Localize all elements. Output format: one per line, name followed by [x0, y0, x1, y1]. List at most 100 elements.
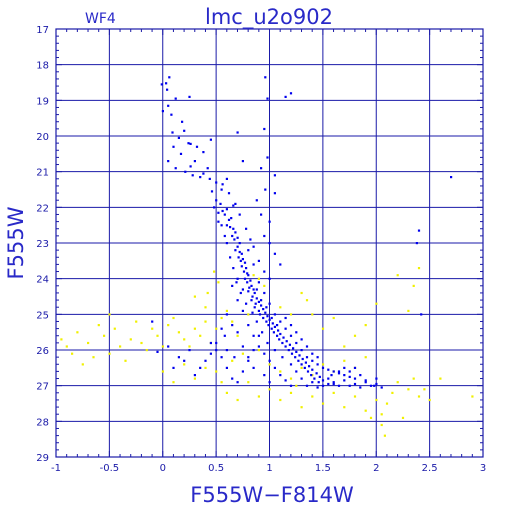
star-point	[321, 402, 325, 405]
star-point	[225, 366, 228, 369]
star-point	[257, 277, 260, 280]
star-point	[234, 249, 237, 252]
star-point	[285, 340, 288, 343]
star-point	[289, 391, 293, 394]
star-point	[264, 188, 267, 191]
star-point	[195, 145, 199, 148]
star-point	[327, 377, 330, 380]
star-point	[215, 199, 218, 202]
star-point	[76, 331, 79, 334]
star-point	[279, 398, 282, 402]
star-point	[124, 359, 127, 362]
star-point	[183, 338, 186, 341]
star-point	[225, 313, 228, 316]
star-point	[417, 229, 421, 232]
star-point	[247, 290, 250, 293]
star-point	[281, 356, 284, 359]
star-point	[295, 370, 298, 373]
star-point	[263, 127, 266, 131]
star-point	[188, 345, 191, 348]
star-point	[369, 384, 373, 387]
star-point	[243, 277, 247, 280]
star-point	[257, 300, 260, 303]
star-point	[252, 349, 255, 352]
star-point	[193, 160, 196, 163]
star-point	[321, 366, 325, 369]
star-point	[249, 238, 252, 241]
star-point	[81, 363, 84, 366]
star-point	[241, 370, 244, 373]
star-point	[234, 231, 237, 234]
star-point	[213, 206, 216, 209]
star-point	[188, 349, 191, 352]
star-point	[252, 288, 255, 291]
star-point	[221, 183, 224, 186]
star-point	[171, 131, 174, 134]
star-point	[284, 345, 287, 348]
star-point	[177, 356, 180, 359]
star-point	[238, 213, 241, 216]
star-point	[208, 177, 211, 180]
star-point	[236, 277, 239, 280]
star-point	[234, 202, 237, 205]
x-tick-label: 1.5	[315, 463, 331, 474]
star-point	[252, 366, 255, 369]
star-point	[184, 170, 187, 173]
star-point	[261, 331, 264, 334]
star-point	[167, 160, 170, 163]
star-point	[289, 384, 293, 387]
star-point	[420, 313, 423, 316]
star-point	[343, 379, 346, 382]
star-point	[241, 288, 244, 291]
star-point	[246, 272, 249, 275]
star-point	[156, 334, 159, 337]
star-point	[273, 313, 276, 316]
star-point	[242, 270, 246, 273]
star-point	[217, 211, 220, 214]
x-tick-label: 3	[480, 463, 486, 474]
star-point	[237, 256, 240, 259]
star-point	[348, 370, 351, 373]
star-point	[225, 242, 228, 245]
x-tick-label: 2.5	[422, 463, 438, 474]
star-point	[183, 359, 186, 362]
star-point	[183, 363, 186, 366]
star-point	[263, 284, 266, 287]
star-point	[225, 208, 228, 211]
star-point	[250, 284, 253, 287]
y-axis-label: F555W	[4, 206, 28, 279]
y-tick-label: 28	[36, 417, 49, 428]
star-point	[193, 377, 196, 380]
star-point	[97, 324, 100, 327]
star-point	[359, 374, 362, 377]
star-point	[161, 370, 164, 373]
star-point	[353, 382, 357, 386]
star-point	[373, 384, 376, 387]
star-point	[231, 234, 234, 238]
star-point	[225, 349, 228, 352]
star-point	[450, 176, 453, 179]
star-point	[375, 382, 378, 386]
star-point	[253, 291, 256, 295]
star-point	[306, 370, 310, 373]
star-point	[229, 256, 232, 259]
y-tick-label: 18	[36, 61, 49, 72]
star-point	[313, 377, 316, 380]
star-point	[255, 288, 258, 291]
star-point	[273, 192, 276, 195]
star-point	[423, 388, 426, 391]
star-point	[284, 327, 287, 330]
star-point	[289, 334, 293, 337]
star-point	[245, 227, 248, 230]
star-point	[235, 281, 238, 284]
star-point	[247, 249, 250, 252]
star-point	[255, 199, 258, 202]
star-point	[215, 327, 218, 330]
star-point	[439, 377, 442, 380]
star-point	[225, 391, 228, 394]
star-point	[248, 286, 251, 289]
star-point	[193, 327, 196, 330]
star-point	[383, 434, 386, 437]
y-tick-label: 25	[36, 310, 49, 321]
